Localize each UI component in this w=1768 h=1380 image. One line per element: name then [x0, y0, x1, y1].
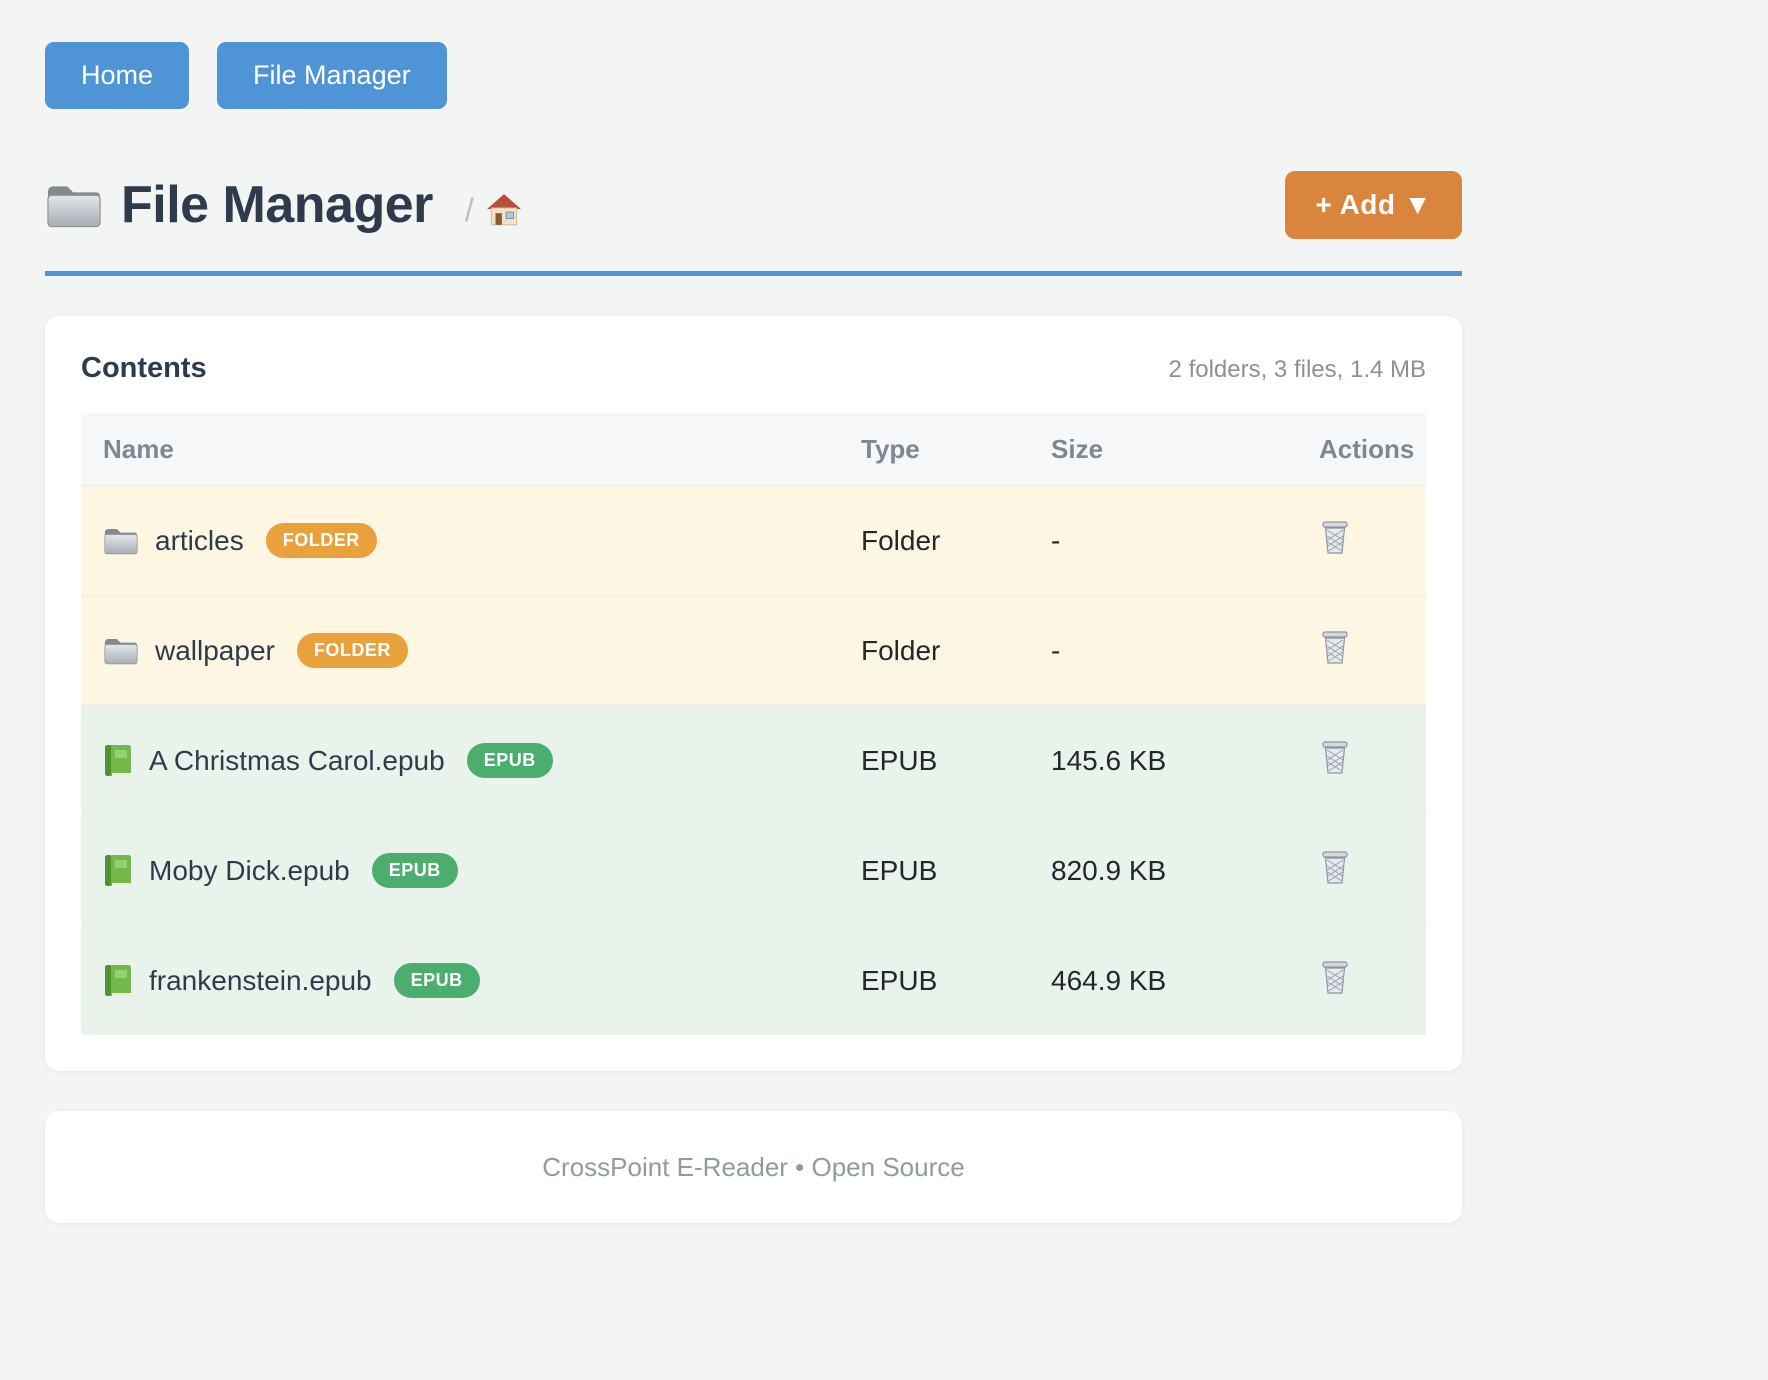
item-size: - [1051, 524, 1061, 556]
delete-button[interactable] [1319, 630, 1351, 665]
column-header-type: Type [861, 433, 920, 464]
item-size: 820.9 KB [1051, 854, 1167, 886]
item-size: 464.9 KB [1051, 964, 1167, 996]
item-type: Folder [861, 524, 941, 556]
folder-icon [103, 525, 139, 556]
trash-icon [1319, 960, 1351, 995]
type-badge: EPUB [371, 853, 458, 888]
trash-icon [1319, 520, 1351, 555]
trash-icon [1319, 850, 1351, 885]
item-name-link[interactable]: wallpaper [155, 634, 275, 666]
table-row[interactable]: wallpaper FOLDER Folder - [81, 595, 1426, 705]
delete-button[interactable] [1319, 740, 1351, 775]
table-row[interactable]: articles FOLDER Folder - [81, 485, 1426, 595]
contents-title: Contents [81, 352, 207, 384]
column-header-name: Name [103, 433, 174, 464]
type-badge: FOLDER [265, 523, 377, 558]
table-row[interactable]: frankenstein.epub EPUB EPUB 464.9 KB [81, 925, 1426, 1035]
item-name-link[interactable]: frankenstein.epub [149, 964, 372, 996]
item-type: Folder [861, 634, 941, 666]
footer-card: CrossPoint E-Reader • Open Source [45, 1111, 1462, 1223]
item-size: 145.6 KB [1051, 744, 1167, 776]
file-table: Name Type Size Actions articles FOLDER F… [81, 413, 1426, 1035]
type-badge: EPUB [393, 963, 480, 998]
breadcrumb-separator: / [464, 191, 474, 228]
item-name-link[interactable]: articles [155, 524, 244, 556]
header-divider [45, 271, 1462, 276]
footer-text: CrossPoint E-Reader • Open Source [542, 1151, 965, 1182]
table-row[interactable]: Moby Dick.epub EPUB EPUB 820.9 KB [81, 815, 1426, 925]
nav-button-home[interactable]: Home [45, 42, 190, 109]
column-header-actions: Actions [1319, 433, 1415, 464]
contents-card: Contents 2 folders, 3 files, 1.4 MB Name… [45, 316, 1462, 1071]
folder-icon [45, 180, 103, 230]
table-header-row: Name Type Size Actions [81, 413, 1426, 485]
home-icon[interactable] [486, 193, 522, 227]
item-name-link[interactable]: Moby Dick.epub [149, 854, 350, 886]
item-type: EPUB [861, 854, 938, 886]
book-icon [103, 854, 133, 888]
type-badge: EPUB [466, 743, 553, 778]
page-title: File Manager [121, 176, 433, 234]
item-type: EPUB [861, 744, 938, 776]
add-button[interactable]: + Add ▼ [1285, 171, 1462, 239]
item-name-link[interactable]: A Christmas Carol.epub [149, 744, 445, 776]
page-header: File Manager / + Add ▼ [45, 171, 1462, 239]
trash-icon [1319, 630, 1351, 665]
type-badge: FOLDER [296, 633, 408, 668]
nav-button-file-manager[interactable]: File Manager [217, 42, 447, 109]
item-size: - [1051, 634, 1061, 666]
delete-button[interactable] [1319, 520, 1351, 555]
folder-icon [103, 635, 139, 666]
column-header-size: Size [1051, 433, 1104, 464]
breadcrumb: / [465, 192, 522, 229]
trash-icon [1319, 740, 1351, 775]
delete-button[interactable] [1319, 850, 1351, 885]
table-row[interactable]: A Christmas Carol.epub EPUB EPUB 145.6 K… [81, 705, 1426, 815]
delete-button[interactable] [1319, 960, 1351, 995]
book-icon [103, 964, 133, 998]
top-nav: Home File Manager [45, 42, 1462, 109]
item-type: EPUB [861, 964, 938, 996]
contents-summary: 2 folders, 3 files, 1.4 MB [1168, 356, 1426, 383]
book-icon [103, 744, 133, 778]
page: Home File Manager File Manager / + Add ▼… [45, 42, 1462, 1223]
